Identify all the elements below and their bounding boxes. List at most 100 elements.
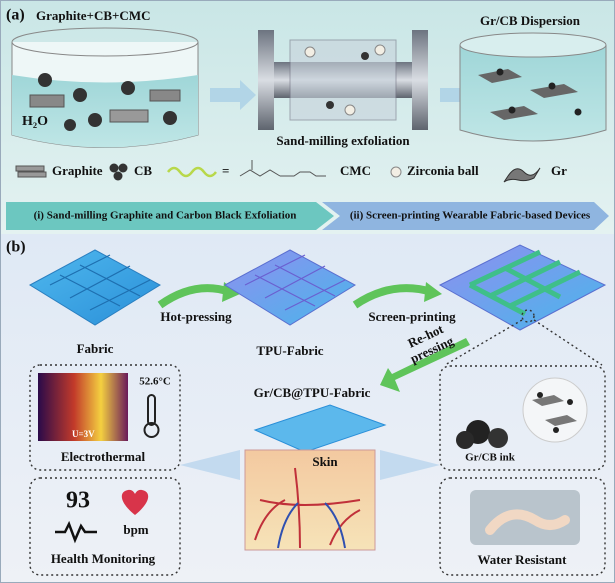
arrow <box>180 450 240 480</box>
beaker-body <box>459 45 607 142</box>
step-arrow <box>322 202 609 230</box>
health-box <box>29 477 181 576</box>
cb-particle <box>73 88 87 102</box>
step-label: Screen-printing <box>368 309 456 324</box>
cb-particle <box>496 68 504 76</box>
gr-sheet <box>532 395 577 426</box>
legend-label: CB <box>134 163 152 178</box>
pulse-wave <box>55 520 97 544</box>
zirconia-ball <box>344 104 356 116</box>
legend-gr-icon <box>503 167 541 183</box>
graphite-flake <box>149 89 181 102</box>
arrow <box>380 338 470 392</box>
cb-particle <box>574 108 582 116</box>
legend-label: Gr <box>551 163 567 178</box>
legend-cb-icon <box>113 171 123 181</box>
stage-label: TPU-Fabric <box>256 343 323 358</box>
skin-label: Skin <box>312 454 338 469</box>
electrothermal-title: Electrothermal <box>61 449 146 464</box>
step-label: Hot-pressing <box>160 309 232 324</box>
sand-mill <box>258 30 428 130</box>
inputs-label: Graphite+CB+CMC <box>36 8 150 23</box>
blood-vessels <box>254 467 361 549</box>
mill-end <box>412 30 428 130</box>
electrothermal-box <box>29 364 181 471</box>
gr-sheet <box>490 106 538 120</box>
thermal-image <box>38 373 128 441</box>
zoom-line <box>444 319 603 366</box>
health-title: Health Monitoring <box>51 551 156 566</box>
ink-label: Gr/CB ink <box>465 452 516 464</box>
tpu-fabric <box>223 249 357 326</box>
temperature-label: 52.6°C <box>139 376 171 388</box>
water-box <box>439 477 606 576</box>
solvent-label: H₂O <box>22 114 48 129</box>
legend-label: = <box>222 163 229 178</box>
fabric-weave <box>244 254 346 311</box>
graphite-flake <box>29 94 65 108</box>
heart-rate-unit: bpm <box>123 522 148 537</box>
cb-particle <box>537 392 543 398</box>
cb-particle <box>361 52 369 60</box>
cb-particle <box>88 113 102 127</box>
fabric <box>28 249 162 326</box>
hand <box>485 509 570 535</box>
zoom-circle <box>521 309 535 323</box>
cb-particle <box>567 399 573 405</box>
mill-end <box>258 30 274 130</box>
panel-label: (b) <box>6 239 26 256</box>
gr-sheet <box>478 69 522 83</box>
device-label: Gr/CB@TPU-Fabric <box>254 385 371 400</box>
graphite-flake <box>109 109 149 123</box>
thermometer <box>147 394 156 426</box>
legend-label: Zirconia ball <box>407 163 479 178</box>
legend-cb-icon <box>109 163 119 173</box>
step-label: (i) Sand-milling Graphite and Carbon Bla… <box>34 210 297 222</box>
cb-particle <box>553 427 559 433</box>
arrowhead <box>424 282 442 302</box>
arrow <box>380 450 440 480</box>
skin-block <box>244 449 376 551</box>
stage-label: Fabric <box>77 341 114 356</box>
legend-graphite-icon <box>15 165 45 172</box>
ink-drop <box>488 428 508 448</box>
step-label: (ii) Screen-printing Wearable Fabric-bas… <box>350 210 591 222</box>
legend-label: CMC <box>340 163 371 178</box>
process-label: Sand-milling exfoliation <box>276 133 410 148</box>
cb-particle <box>121 81 135 95</box>
arrow <box>210 80 256 110</box>
cb-particle <box>326 101 334 109</box>
step-arrow <box>6 202 334 230</box>
arrowhead <box>222 282 240 302</box>
water-label: Water Resistant <box>478 552 568 567</box>
cb-particle <box>163 111 177 125</box>
cb-particle <box>548 82 556 90</box>
printed-electrode <box>468 249 582 317</box>
fabric-weave <box>49 254 151 311</box>
legend-cb-icon <box>118 163 128 173</box>
heart-icon <box>121 489 149 515</box>
legend: Graphite CB = CMC Zirconia ball Gr <box>15 160 567 183</box>
zirconia-ball <box>304 46 316 58</box>
legend-label: Graphite <box>52 163 103 178</box>
arrow <box>352 284 434 309</box>
panel-label: (a) <box>6 7 25 24</box>
zirconia-ball <box>374 44 386 56</box>
cb-particle <box>508 106 516 114</box>
legend-cmc-structure <box>239 160 326 177</box>
product-label: Gr/CB Dispersion <box>480 13 581 28</box>
beaker-right <box>459 32 607 142</box>
legend-ball-icon <box>390 166 402 178</box>
cb-particle <box>64 119 76 131</box>
beaker-rim <box>459 32 607 58</box>
beaker-left <box>11 27 199 148</box>
beaker-rim <box>11 27 199 57</box>
cb-particle <box>38 73 52 87</box>
device-on-skin <box>253 404 387 453</box>
gr-sheet <box>530 84 578 98</box>
voltage-label: U=3V <box>72 429 95 439</box>
blood-vessels <box>277 502 346 549</box>
